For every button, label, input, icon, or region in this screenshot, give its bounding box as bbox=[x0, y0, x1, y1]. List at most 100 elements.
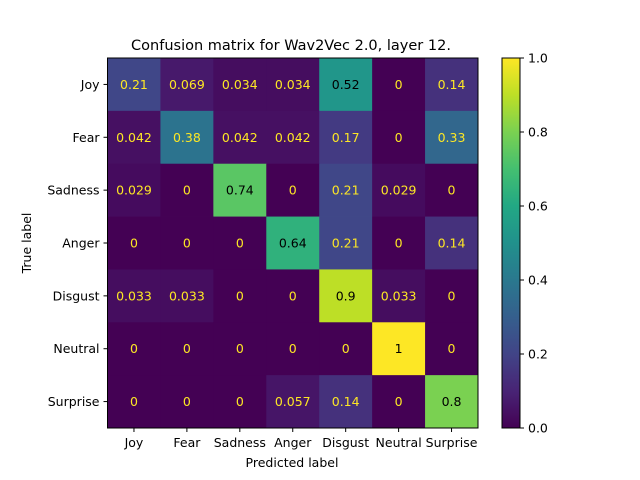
heatmap-cell bbox=[107, 110, 161, 165]
heatmap-cell bbox=[425, 375, 479, 429]
cell-value-label: 0.033 bbox=[116, 288, 152, 303]
heatmap-cell bbox=[425, 216, 479, 270]
cell-value-label: 0.042 bbox=[222, 130, 258, 145]
colorbar-tick-label: 0.8 bbox=[528, 125, 548, 140]
cell-value-label: 0.33 bbox=[438, 130, 466, 145]
cell-value-label: 0 bbox=[130, 394, 138, 409]
x-tick-label: Fear bbox=[173, 435, 201, 450]
heatmap-cell bbox=[107, 375, 161, 429]
heatmap-cell bbox=[425, 110, 479, 165]
cell-value-label: 0 bbox=[289, 288, 297, 303]
cell-value-label: 0.034 bbox=[275, 77, 311, 92]
heatmap-cell bbox=[266, 58, 320, 112]
cell-value-label: 0 bbox=[395, 236, 403, 251]
heatmap-cell bbox=[107, 322, 161, 376]
x-axis-label: Predicted label bbox=[246, 455, 339, 470]
cell-value-label: 0 bbox=[289, 341, 297, 356]
cell-value-label: 0.14 bbox=[438, 77, 466, 92]
cell-value-label: 0 bbox=[289, 183, 297, 198]
heatmap-cell bbox=[425, 269, 479, 323]
heatmap-cell bbox=[266, 110, 320, 165]
x-tick-label: Anger bbox=[274, 435, 312, 450]
heatmap-cell bbox=[319, 375, 373, 429]
heatmap-cell bbox=[160, 58, 214, 112]
cell-value-label: 0 bbox=[236, 288, 244, 303]
cell-value-label: 0 bbox=[236, 394, 244, 409]
heatmap-cell bbox=[372, 110, 426, 165]
heatmap-cell bbox=[319, 58, 373, 112]
cell-value-label: 0 bbox=[183, 236, 191, 251]
cell-value-label: 0 bbox=[395, 130, 403, 145]
cell-value-label: 0.21 bbox=[120, 77, 148, 92]
x-axis-ticks: Joy Fear Sadness Anger Disgust Neutral Surpris… bbox=[124, 428, 478, 450]
y-tick-label: Joy bbox=[80, 77, 100, 92]
colorbar-tick-label: 0.0 bbox=[528, 421, 548, 436]
heatmap-cell bbox=[213, 375, 267, 429]
y-tick-label: Sadness bbox=[47, 183, 99, 198]
heatmap-cell bbox=[372, 322, 426, 376]
y-axis-label: True label bbox=[19, 213, 34, 275]
heatmap-cell bbox=[372, 269, 426, 323]
colorbar-tick-label: 0.6 bbox=[528, 199, 548, 214]
heatmap-cell bbox=[160, 322, 214, 376]
cell-value-label: 0.029 bbox=[381, 183, 417, 198]
cell-value-label: 0.21 bbox=[332, 236, 360, 251]
heatmap-cell bbox=[107, 269, 161, 323]
cell-value-label: 0 bbox=[183, 394, 191, 409]
heatmap-cell bbox=[372, 375, 426, 429]
heatmap-cell bbox=[319, 269, 373, 323]
heatmap-cell bbox=[107, 58, 161, 112]
heatmap-cell bbox=[425, 58, 479, 112]
y-tick-label: Neutral bbox=[53, 341, 99, 356]
heatmap-cell bbox=[107, 163, 161, 217]
heatmap-cell bbox=[213, 58, 267, 112]
heatmap-cell bbox=[213, 216, 267, 270]
y-tick-label: Fear bbox=[73, 130, 101, 145]
heatmap-cell bbox=[319, 110, 373, 165]
y-tick-label: Surprise bbox=[48, 394, 100, 409]
x-tick-label: Surprise bbox=[426, 435, 478, 450]
cell-value-label: 0 bbox=[448, 341, 456, 356]
cell-value-label: 0.52 bbox=[332, 77, 360, 92]
colorbar bbox=[501, 57, 521, 429]
cell-value-label: 0.9 bbox=[336, 288, 356, 303]
cell-value-label: 0.17 bbox=[332, 130, 360, 145]
heatmap-cell bbox=[160, 375, 214, 429]
cell-value-label: 0.069 bbox=[169, 77, 205, 92]
cell-value-label: 0 bbox=[448, 183, 456, 198]
heatmap-cell bbox=[266, 322, 320, 376]
heatmap-cell bbox=[213, 110, 267, 165]
heatmap-cell bbox=[160, 163, 214, 217]
colorbar-tick-label: 0.2 bbox=[528, 347, 548, 362]
x-tick-label: Disgust bbox=[322, 435, 369, 450]
cell-value-label: 0 bbox=[183, 183, 191, 198]
heatmap-cell bbox=[319, 216, 373, 270]
cell-value-label: 0.38 bbox=[173, 130, 201, 145]
colorbar-tick-label: 1.0 bbox=[528, 51, 548, 66]
heatmap-cell bbox=[160, 110, 214, 165]
heatmap-cell bbox=[213, 163, 267, 217]
x-tick-label: Sadness bbox=[214, 435, 266, 450]
cell-value-label: 0 bbox=[130, 341, 138, 356]
y-axis-ticks: Joy Fear Sadness Anger Disgust Neutral Surpris… bbox=[47, 77, 108, 409]
x-tick-label: Joy bbox=[124, 435, 144, 450]
cell-value-label: 0.21 bbox=[332, 183, 360, 198]
cell-value-label: 0.14 bbox=[438, 236, 466, 251]
heatmap-cell bbox=[266, 269, 320, 323]
cell-value-label: 0 bbox=[395, 77, 403, 92]
cell-value-label: 0 bbox=[236, 236, 244, 251]
cell-value-label: 0.042 bbox=[116, 130, 152, 145]
cell-value-label: 0.74 bbox=[226, 183, 254, 198]
cell-value-label: 0 bbox=[236, 341, 244, 356]
heatmap-cell bbox=[213, 269, 267, 323]
cell-value-label: 0 bbox=[130, 236, 138, 251]
cell-value-label: 0.057 bbox=[275, 394, 311, 409]
heatmap-cell bbox=[372, 58, 426, 112]
x-tick-label: Neutral bbox=[376, 435, 422, 450]
colorbar-tick-label: 0.4 bbox=[528, 273, 548, 288]
heatmap-cell bbox=[107, 216, 161, 270]
heatmap-cell bbox=[266, 375, 320, 429]
cell-value-label: 0.64 bbox=[279, 236, 307, 251]
cell-value-label: 0.034 bbox=[222, 77, 258, 92]
